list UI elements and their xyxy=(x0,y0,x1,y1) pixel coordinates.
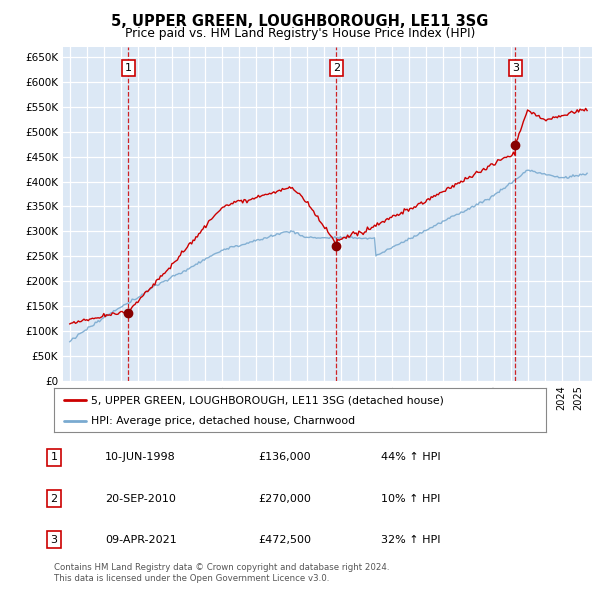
Text: HPI: Average price, detached house, Charnwood: HPI: Average price, detached house, Char… xyxy=(91,416,355,426)
Text: 2: 2 xyxy=(50,494,58,503)
Text: £270,000: £270,000 xyxy=(258,494,311,503)
Text: 3: 3 xyxy=(50,535,58,545)
Text: 44% ↑ HPI: 44% ↑ HPI xyxy=(381,453,440,462)
Text: 2: 2 xyxy=(333,63,340,73)
Text: 5, UPPER GREEN, LOUGHBOROUGH, LE11 3SG: 5, UPPER GREEN, LOUGHBOROUGH, LE11 3SG xyxy=(112,14,488,30)
Text: 10-JUN-1998: 10-JUN-1998 xyxy=(105,453,176,462)
Text: 10% ↑ HPI: 10% ↑ HPI xyxy=(381,494,440,503)
Text: £136,000: £136,000 xyxy=(258,453,311,462)
Text: 20-SEP-2010: 20-SEP-2010 xyxy=(105,494,176,503)
Text: 09-APR-2021: 09-APR-2021 xyxy=(105,535,177,545)
Text: £472,500: £472,500 xyxy=(258,535,311,545)
Text: Price paid vs. HM Land Registry's House Price Index (HPI): Price paid vs. HM Land Registry's House … xyxy=(125,27,475,40)
Text: 1: 1 xyxy=(125,63,131,73)
Text: 3: 3 xyxy=(512,63,519,73)
Text: 5, UPPER GREEN, LOUGHBOROUGH, LE11 3SG (detached house): 5, UPPER GREEN, LOUGHBOROUGH, LE11 3SG (… xyxy=(91,395,444,405)
Text: Contains HM Land Registry data © Crown copyright and database right 2024.: Contains HM Land Registry data © Crown c… xyxy=(54,563,389,572)
Text: 32% ↑ HPI: 32% ↑ HPI xyxy=(381,535,440,545)
Text: 1: 1 xyxy=(50,453,58,462)
Text: This data is licensed under the Open Government Licence v3.0.: This data is licensed under the Open Gov… xyxy=(54,573,329,583)
